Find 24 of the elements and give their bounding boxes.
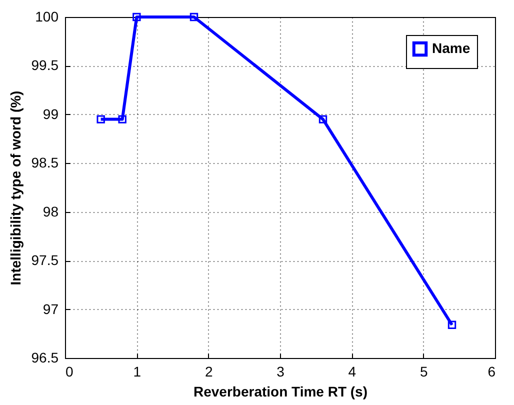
point <box>190 12 198 22</box>
x-tick-label: 0 <box>66 364 74 380</box>
x-tick-label: 1 <box>133 364 142 380</box>
point <box>318 115 328 124</box>
y-tick-label: 97.5 <box>31 252 59 268</box>
x-tick-label: 3 <box>276 364 285 380</box>
y-tick-label: 100 <box>35 8 59 24</box>
point <box>132 12 141 22</box>
y-tick-label: 99 <box>42 106 59 122</box>
y-tick-label: 96.5 <box>31 350 59 366</box>
x-tick-label: 5 <box>420 364 428 380</box>
point <box>96 115 105 124</box>
point <box>448 320 456 329</box>
x-tick-label: 2 <box>204 364 213 380</box>
x-tick-label: 4 <box>348 364 356 380</box>
y-tick-label: 98.5 <box>31 154 59 171</box>
y-tick-label: 99.5 <box>31 57 59 74</box>
y-axis-title: Intelligibility type of word (%) <box>7 90 24 286</box>
y-tick-label: 97 <box>42 300 59 317</box>
x-axis-title: Reverberation Time RT (s) <box>193 384 368 400</box>
x-tick-label: 6 <box>488 364 496 380</box>
y-tick-label: 98 <box>42 203 59 220</box>
legend-label: Name <box>432 40 470 56</box>
point <box>118 115 126 124</box>
